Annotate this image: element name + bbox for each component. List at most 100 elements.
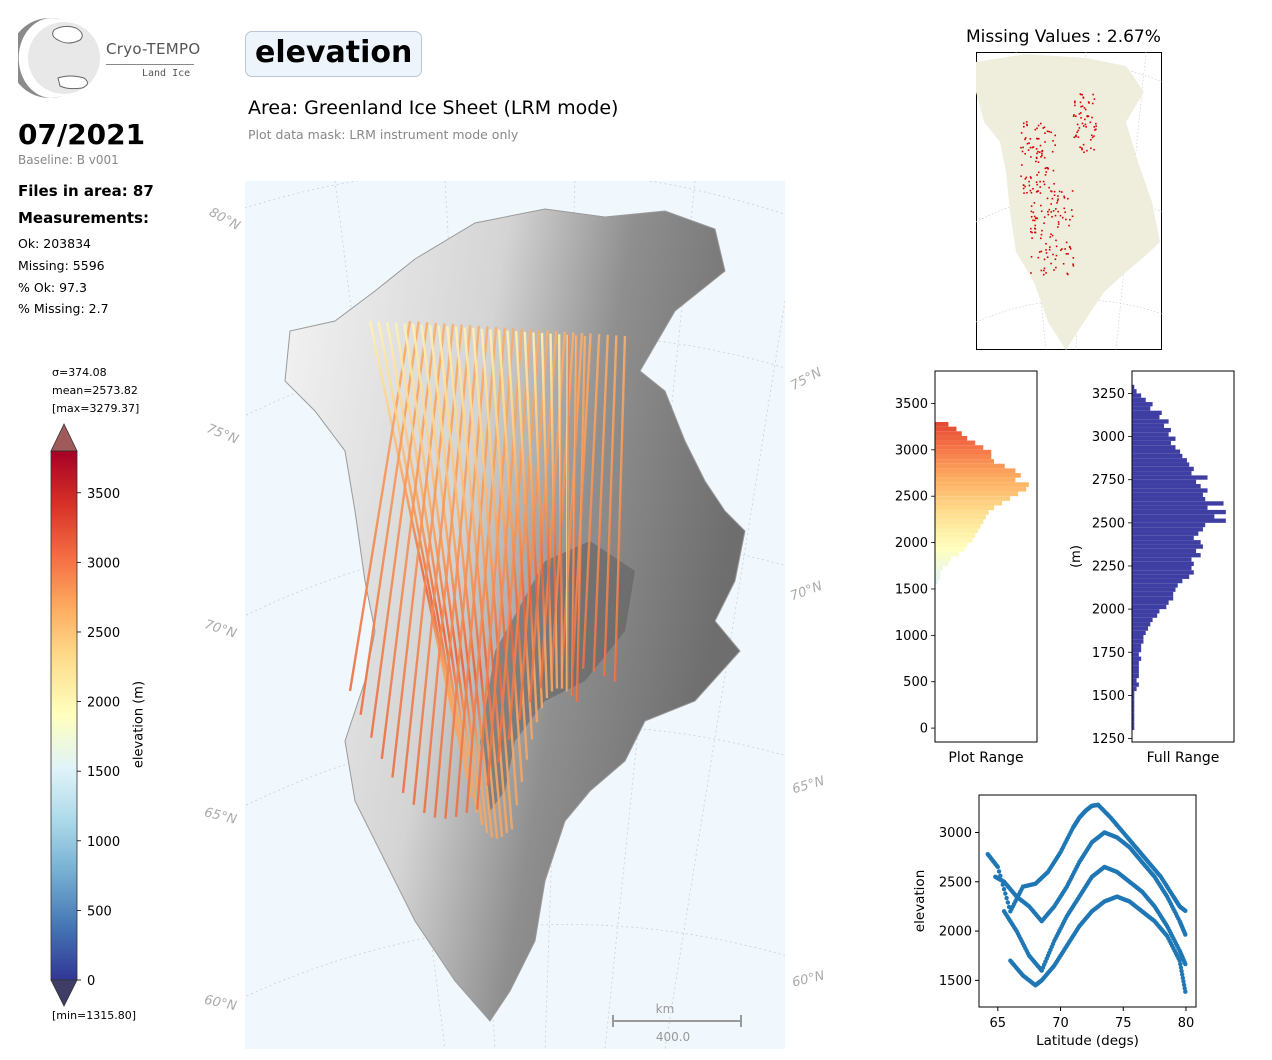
missing-point <box>1074 101 1076 104</box>
y-tick-label: 1000 <box>895 629 928 644</box>
missing-point <box>1070 209 1073 211</box>
missing-point <box>1049 246 1051 248</box>
missing-point <box>1022 125 1025 128</box>
missing-point <box>1029 189 1032 192</box>
missing-point <box>1024 152 1026 155</box>
histogram-bar <box>1132 565 1192 571</box>
ground-track <box>523 331 544 709</box>
period-date: 07/2021 <box>18 118 146 151</box>
y-tick-label: 0 <box>920 722 928 737</box>
histogram-bar <box>1132 440 1171 446</box>
histogram-frame <box>934 370 1038 743</box>
histogram-bar <box>1132 613 1158 618</box>
y-tick-label: 1500 <box>939 974 972 989</box>
missing-point <box>1077 129 1080 132</box>
colorbar-tick-label: 1000 <box>87 835 120 850</box>
histogram-bar <box>1132 673 1139 679</box>
histogram-bar <box>1132 419 1169 424</box>
y-axis-label: (m) <box>1069 545 1084 568</box>
histogram-bar <box>935 561 949 566</box>
missing-point <box>1020 146 1022 149</box>
missing-point <box>1084 118 1086 121</box>
histogram-bar <box>1132 712 1135 717</box>
histogram-bar <box>1132 622 1151 627</box>
histogram-bar <box>1132 466 1194 472</box>
missing-point <box>1093 135 1095 137</box>
missing-point <box>1057 221 1060 223</box>
histogram-bar <box>1132 635 1144 640</box>
missing-point <box>1022 187 1025 190</box>
missing-points <box>1020 93 1097 276</box>
histogram-bar <box>1132 630 1146 636</box>
colorbar-tick-label: 2000 <box>87 696 120 711</box>
histogram-bar <box>1132 656 1142 661</box>
missing-point <box>1040 204 1042 207</box>
missing-point <box>1037 124 1040 127</box>
missing-point <box>1075 135 1077 138</box>
missing-point <box>1063 195 1065 198</box>
scatter-point <box>1178 965 1184 970</box>
x-tick-label: 70 <box>1052 1016 1069 1031</box>
ground-track <box>472 328 514 830</box>
missing-point <box>1022 146 1024 149</box>
histogram-bar <box>1132 609 1160 614</box>
missing-point <box>1059 214 1062 217</box>
histogram-bar <box>1132 397 1146 403</box>
y-tick-label: 2750 <box>1092 473 1125 488</box>
ground-track <box>486 328 523 786</box>
missing-point <box>1065 218 1067 221</box>
ground-track <box>560 332 584 672</box>
missing-point <box>1054 258 1057 261</box>
missing-point <box>1034 224 1037 227</box>
missing-point <box>1083 151 1085 154</box>
missing-point <box>1069 218 1071 221</box>
y-tick-label: 3000 <box>939 826 972 841</box>
histogram-bar <box>935 570 941 576</box>
missing-point <box>1061 216 1064 219</box>
histogram-bar <box>935 542 968 548</box>
missing-point <box>1053 194 1056 197</box>
histogram-bar <box>935 431 962 436</box>
missing-point <box>1046 167 1049 169</box>
ground-track <box>476 328 515 810</box>
lat-label-70n-left: 70°N <box>202 617 239 642</box>
missing-point <box>1031 231 1033 234</box>
missing-point <box>1056 200 1059 202</box>
missing-point <box>1050 131 1052 134</box>
x-axis-label: Latitude (degs) <box>1036 1033 1139 1049</box>
histogram-bar <box>935 565 944 571</box>
missing-point <box>1042 273 1045 276</box>
missing-point <box>1050 233 1052 235</box>
missing-point <box>1030 210 1033 213</box>
missing-point <box>1057 198 1059 200</box>
histogram-bar <box>1132 453 1183 459</box>
missing-point <box>1023 192 1025 194</box>
histogram-bar <box>1132 492 1203 497</box>
lat-label-80n-left: 80°N <box>206 205 243 234</box>
ground-track <box>506 330 534 740</box>
ground-track <box>592 334 609 672</box>
ground-track <box>446 326 499 839</box>
ground-track <box>391 323 446 778</box>
logo-subtitle: Land Ice <box>142 68 191 79</box>
ground-track <box>549 333 559 689</box>
missing-point <box>1081 147 1083 149</box>
histogram-bar <box>1132 665 1139 670</box>
ground-track <box>429 325 489 834</box>
missing-point <box>1059 249 1062 252</box>
ground-track <box>558 334 564 689</box>
stat-ok: Ok: 203834 <box>18 236 91 251</box>
missing-point <box>1030 205 1033 207</box>
lat-label-60n-left: 60°N <box>202 992 238 1015</box>
missing-point <box>1048 130 1051 133</box>
map-scale-bar: km 400.0 <box>612 1002 742 1044</box>
missing-point <box>1093 98 1096 100</box>
missing-point <box>1037 137 1040 140</box>
colorbar-mean: mean=2573.82 <box>52 384 138 397</box>
y-tick-label: 2500 <box>1092 516 1125 531</box>
missing-point <box>1030 227 1032 230</box>
missing-point <box>1054 214 1057 217</box>
stat-pct-missing: % Missing: 2.7 <box>18 301 109 316</box>
missing-point <box>1090 147 1092 150</box>
missing-point <box>1039 192 1042 194</box>
